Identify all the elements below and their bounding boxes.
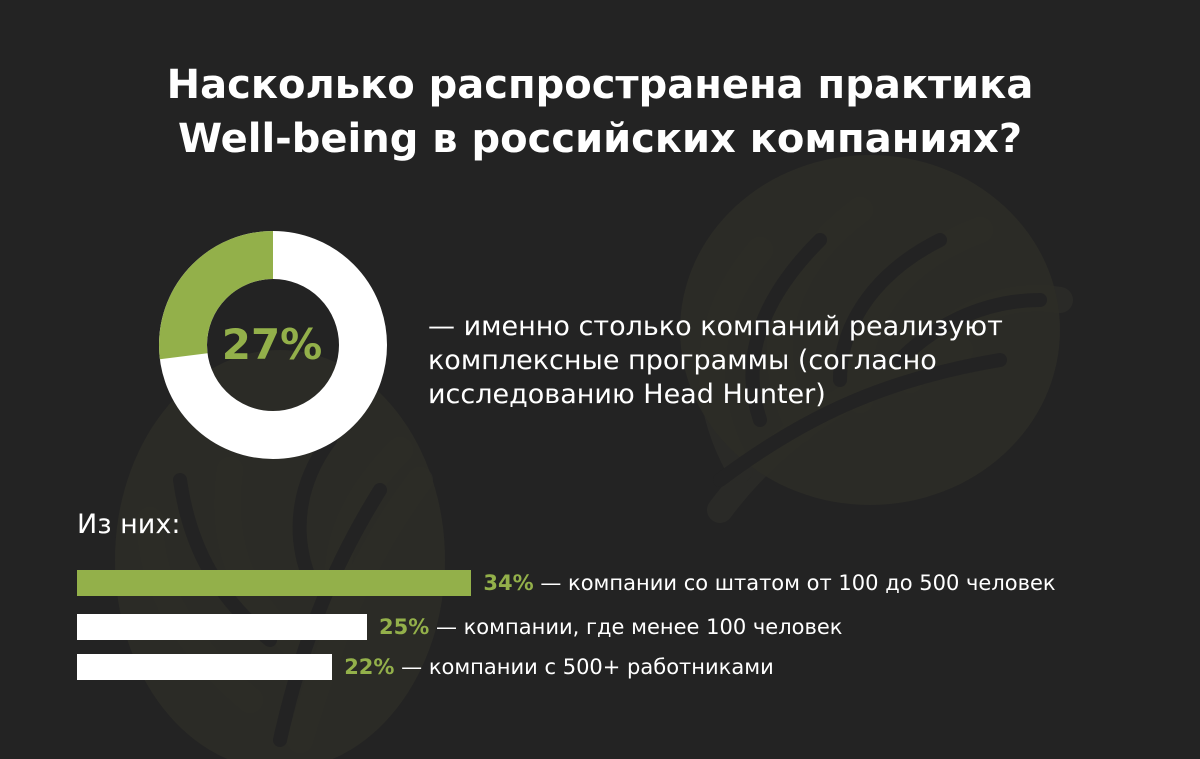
bar-row: 22% — компании с 500+ работниками <box>77 652 774 682</box>
donut-value-label: 27% <box>221 320 323 369</box>
bar-value-label: 34% <box>483 571 534 595</box>
bar-separator: — <box>429 615 464 639</box>
page-title-line-2: Well-being в российских компаниях? <box>177 116 1023 162</box>
donut-segment-27 <box>159 231 274 360</box>
bar-value-label: 22% <box>344 655 395 679</box>
bar-label: 25% — компании, где менее 100 человек <box>379 612 842 642</box>
bar-34 <box>77 570 472 596</box>
bar-chart: 34% — компании со штатом от 100 до 500 ч… <box>77 568 1177 688</box>
bar-25 <box>77 614 367 640</box>
bar-label: 22% — компании с 500+ работниками <box>344 652 774 682</box>
bar-label: 34% — компании со штатом от 100 до 500 ч… <box>483 568 1055 598</box>
bar-category-label: компании со штатом от 100 до 500 человек <box>568 571 1056 595</box>
bar-category-label: компании, где менее 100 человек <box>463 615 843 639</box>
donut-caption: — именно столько компаний реализуют комп… <box>428 311 1003 410</box>
page-title: Насколько распространена практика Well-b… <box>0 58 1200 166</box>
bar-row: 34% — компании со штатом от 100 до 500 ч… <box>77 568 1056 598</box>
bar-value-label: 25% <box>379 615 430 639</box>
bar-category-label: компании с 500+ работниками <box>428 655 774 679</box>
donut-chart <box>159 231 387 459</box>
bar-row: 25% — компании, где менее 100 человек <box>77 612 842 642</box>
bar-22 <box>77 654 333 680</box>
breakdown-heading: Из них: <box>77 509 181 540</box>
bar-separator: — <box>533 571 569 595</box>
page-title-line-1: Насколько распространена практика <box>166 62 1034 108</box>
bar-separator: — <box>394 655 429 679</box>
